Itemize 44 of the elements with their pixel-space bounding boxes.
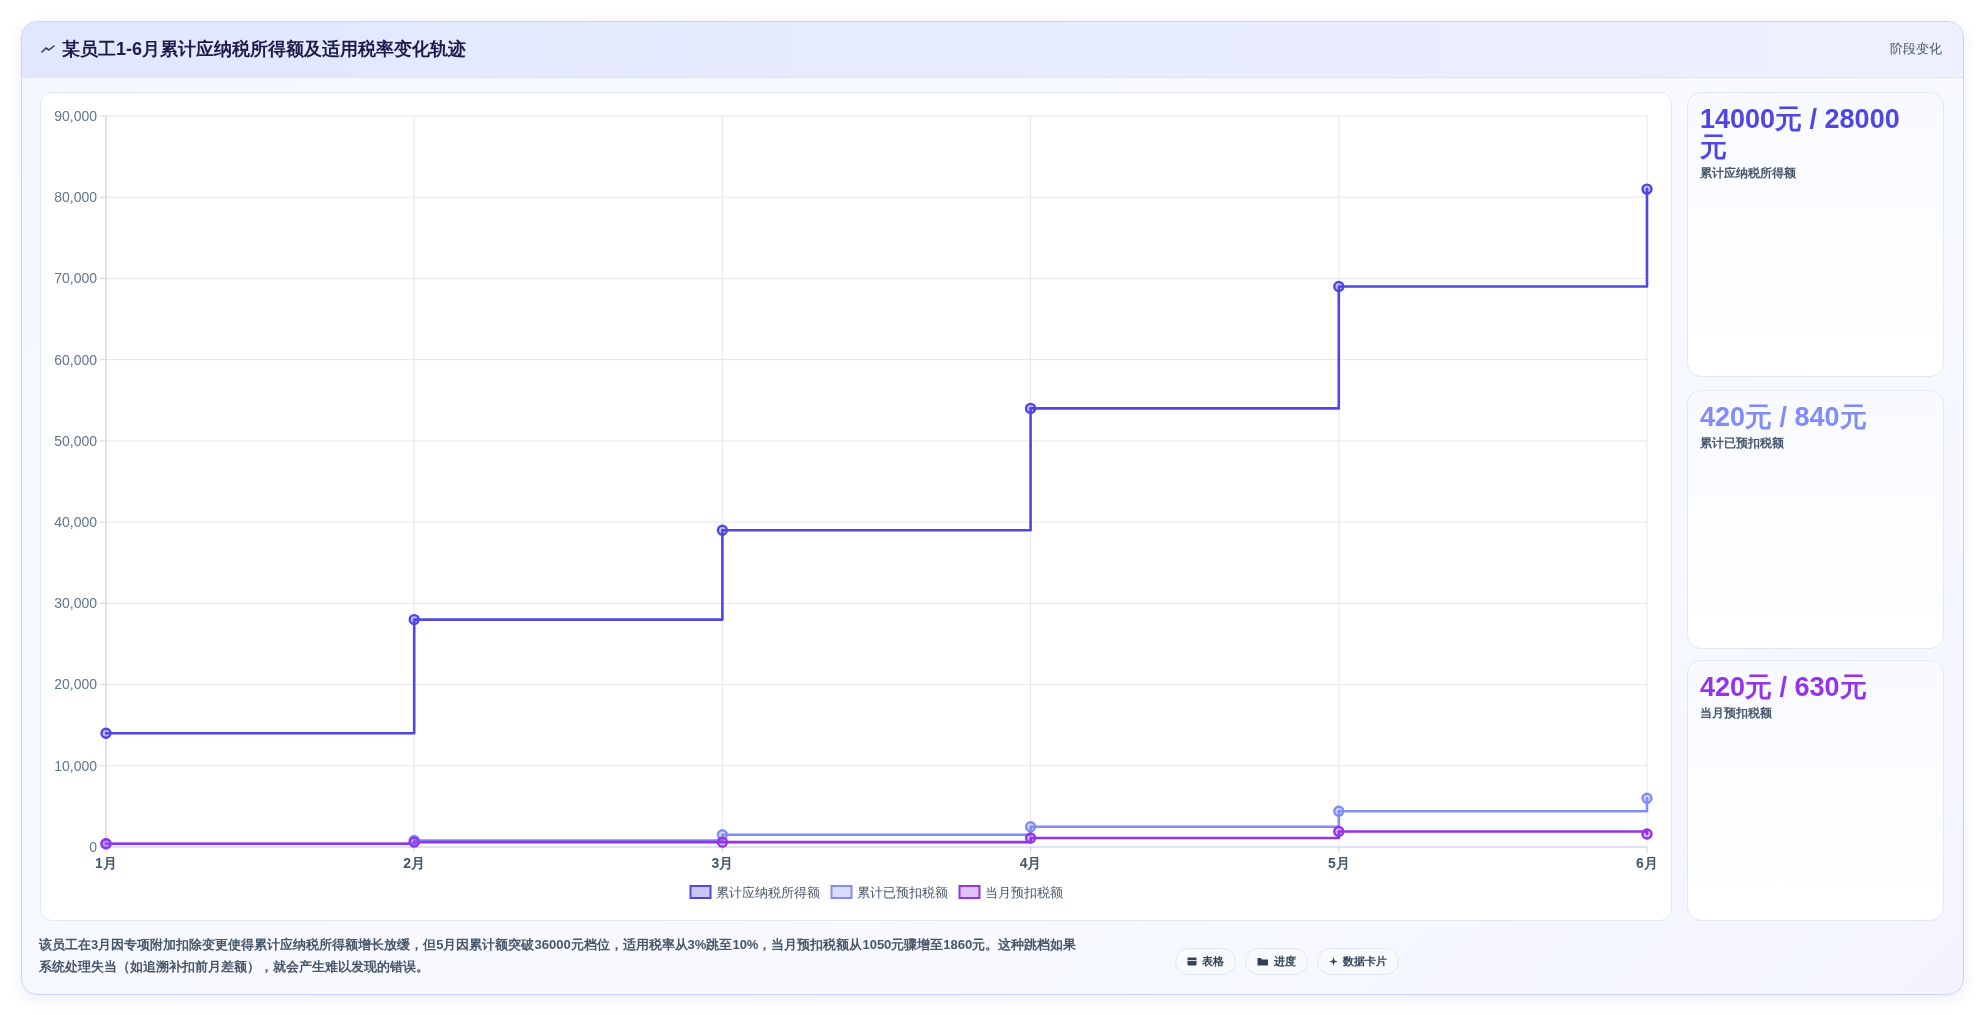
- y-tick-label: 20,000: [54, 676, 98, 693]
- text: 进度: [1274, 954, 1296, 969]
- point: [1024, 402, 1037, 415]
- x-tick-label: 5月: [1327, 855, 1350, 871]
- x-tick-label: 1月: [95, 855, 117, 871]
- legend-label: 累计已预扣税额: [856, 884, 948, 900]
- text: 420元 / 630元: [1700, 672, 1868, 702]
- y-tick-label: 50,000: [54, 432, 98, 449]
- x-tick-label: 3月: [711, 855, 734, 871]
- x-tick-label: 4月: [1019, 855, 1042, 871]
- y-tick-label: 70,000: [54, 270, 98, 287]
- y-tick-label: 90,000: [54, 107, 98, 124]
- legend-label: 累计应纳税所得额: [715, 884, 820, 900]
- text: 阶段变化: [1890, 40, 1942, 58]
- point: [1024, 820, 1037, 833]
- point: [1641, 828, 1653, 840]
- point: [716, 524, 729, 536]
- y-tick-label: 80,000: [54, 189, 98, 206]
- point: [100, 727, 112, 739]
- point: [1024, 832, 1037, 844]
- point: [716, 836, 729, 848]
- y-tick-label: 10,000: [54, 757, 98, 774]
- point: [1641, 792, 1653, 804]
- y-tick-label: 40,000: [54, 514, 98, 531]
- text: 14000元 / 28000元: [1700, 104, 1901, 162]
- point: [408, 613, 420, 626]
- text: 该员工在3月因专项附加扣除变更使得累计应纳税所得额增长放缓，但5月因累计额突破36000元档位，适用税率从3%跳至10%，当月预扣税额从1050元骤增至1860元。这种跳档如果系统处理失当（如追溯补扣前月差额），就会产生难以发现的错误。: [39, 936, 1078, 976]
- text: 数据卡片: [1343, 954, 1387, 969]
- text: 当月预扣税额: [1700, 705, 1773, 722]
- y-tick-label: 0: [89, 838, 98, 855]
- chart-title: 某员工1-6月累计应纳税所得额及适用税率变化轨迹: [62, 38, 467, 61]
- legend-label: 当月预扣税额: [984, 884, 1063, 900]
- point: [1641, 183, 1653, 195]
- point: [1333, 280, 1345, 293]
- text: 累计应纳税所得额: [1700, 165, 1797, 182]
- text: 表格: [1202, 954, 1224, 969]
- point: [1333, 805, 1345, 817]
- text: 420元 / 840元: [1700, 402, 1868, 432]
- text: 累计已预扣税额: [1700, 435, 1785, 452]
- x-tick-label: 6月: [1636, 855, 1658, 871]
- point: [1333, 825, 1345, 838]
- x-tick-label: 2月: [403, 855, 426, 871]
- y-tick-label: 30,000: [54, 595, 98, 612]
- y-tick-label: 60,000: [54, 351, 98, 368]
